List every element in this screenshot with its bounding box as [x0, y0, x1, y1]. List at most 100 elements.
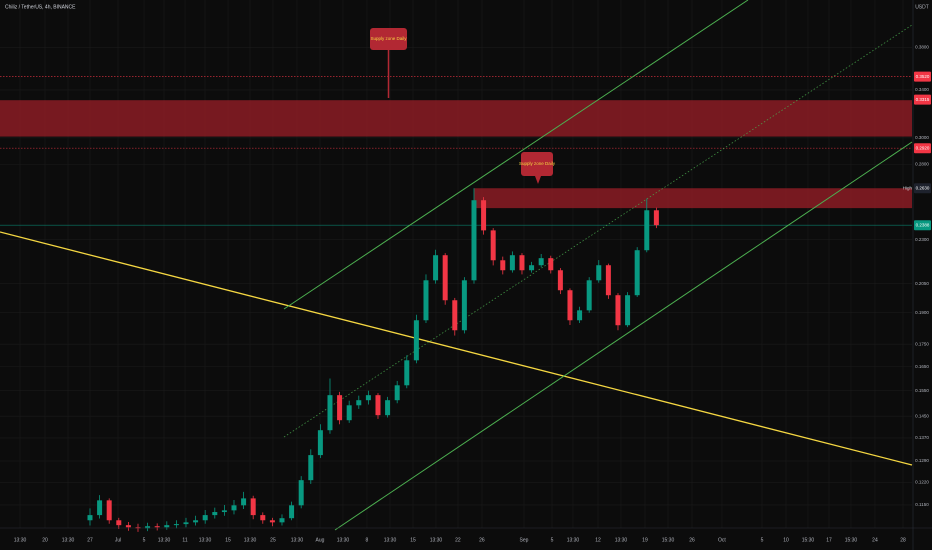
y-tick-label: 0.1450 [915, 413, 929, 418]
y-tick-label: 0.1290 [915, 458, 929, 463]
price-tag-label: 0.3520 [916, 74, 930, 79]
x-tick-label: 13:30 [14, 537, 27, 543]
price-tag-label: 0.3315 [916, 97, 930, 102]
y-tick-label: 0.3000 [915, 135, 929, 140]
y-tick-label: 0.1550 [915, 388, 929, 393]
candle-body [164, 525, 170, 528]
candle-body [193, 520, 199, 523]
price-tag-label: 0.2388 [916, 222, 930, 227]
y-tick-label: 0.1220 [915, 480, 929, 485]
candle-body [625, 295, 631, 326]
x-tick-label: 15 [410, 537, 416, 543]
x-tick-label: 13:30 [384, 537, 397, 543]
candle-body [173, 524, 179, 526]
candle-body [260, 515, 266, 521]
candle-body [106, 500, 112, 521]
price-tag-label: 0.2630 [916, 185, 930, 190]
x-tick-label: 25 [270, 537, 276, 543]
candle-body [375, 395, 381, 416]
y-tick-label: 0.1750 [915, 341, 929, 346]
candle-body [279, 518, 285, 523]
x-tick-label: 13:30 [291, 537, 304, 543]
candle-body [529, 265, 535, 271]
x-tick-label: 10 [783, 537, 789, 543]
candle-body [644, 210, 650, 251]
candle-body [394, 385, 400, 401]
axes: 0.3800 0.3400 0.3000 0.2800 0.2300 0.2050 0.19… [14, 45, 931, 543]
x-tick-label: 26 [479, 537, 485, 543]
x-tick-label: 5 [761, 537, 764, 543]
candle-body [433, 255, 439, 281]
channel-lower [334, 141, 913, 531]
candle-body [183, 522, 189, 525]
annotation-text: Supply zone Daily [519, 161, 556, 166]
candle-body [337, 395, 343, 421]
y-tick-label: 0.1900 [915, 310, 929, 315]
candle-body [634, 250, 640, 296]
channel-middle [283, 24, 913, 438]
candle-body [548, 258, 554, 271]
annotation: Supply zone Daily [370, 28, 407, 98]
price-tag [914, 220, 931, 231]
candle-body [653, 210, 659, 226]
x-tick-label: 13:30 [199, 537, 212, 543]
x-tick-label: 17 [826, 537, 832, 543]
zones [0, 76, 912, 226]
y-tick-label: 0.1650 [915, 364, 929, 369]
y-tick-label: 0.2050 [915, 281, 929, 286]
price-tag-name: High [903, 185, 913, 190]
candle-body [327, 395, 333, 431]
candle-body [538, 258, 544, 266]
candle-body [586, 280, 592, 311]
x-tick-label: 13:30 [244, 537, 257, 543]
candle-body [385, 400, 391, 416]
candle-body [125, 525, 131, 528]
x-tick-label: 13:30 [430, 537, 443, 543]
x-tick-label: 8 [366, 537, 369, 543]
x-tick-label: Sep [520, 537, 529, 543]
x-tick-label: 24 [872, 537, 878, 543]
candle-body [97, 500, 103, 516]
x-tick-label: 13:30 [158, 537, 171, 543]
candle-body [461, 280, 467, 331]
price-tag [914, 143, 931, 154]
price-tag [914, 183, 931, 194]
candle-body [289, 505, 295, 519]
currency: USDT [915, 4, 929, 10]
price-tag-label: 0.2920 [916, 145, 930, 150]
candle-body [317, 430, 323, 456]
y-tick-label: 0.1150 [915, 502, 929, 507]
candle-body [490, 230, 496, 261]
x-tick-label: 15:30 [802, 537, 815, 543]
candle-body [471, 200, 477, 281]
candle-body [413, 320, 419, 361]
candle-body [356, 400, 362, 406]
candle-body [596, 265, 602, 281]
candle-body [202, 515, 208, 521]
price-tag [914, 94, 931, 105]
candle-body [452, 300, 458, 331]
x-tick-label: Jul [115, 537, 121, 543]
annotation-box [370, 28, 407, 50]
candle-body [250, 498, 256, 516]
candle-body [87, 515, 93, 521]
y-tick-label: 0.1370 [915, 435, 929, 440]
x-tick-label: 5 [143, 537, 146, 543]
x-tick-label: 13:30 [615, 537, 628, 543]
x-tick-label: 27 [87, 537, 93, 543]
candle-body [557, 270, 563, 291]
candle-body [404, 360, 410, 386]
x-tick-label: 19 [642, 537, 648, 543]
candle-body [308, 455, 314, 481]
x-tick-label: 13:30 [567, 537, 580, 543]
x-tick-label: Aug [316, 537, 325, 543]
candle-body [221, 510, 227, 513]
candle-body [567, 290, 573, 321]
candle-body [519, 255, 525, 271]
candle-body [423, 280, 429, 321]
x-tick-label: 15:30 [845, 537, 858, 543]
y-tick-label: 0.3400 [915, 87, 929, 92]
